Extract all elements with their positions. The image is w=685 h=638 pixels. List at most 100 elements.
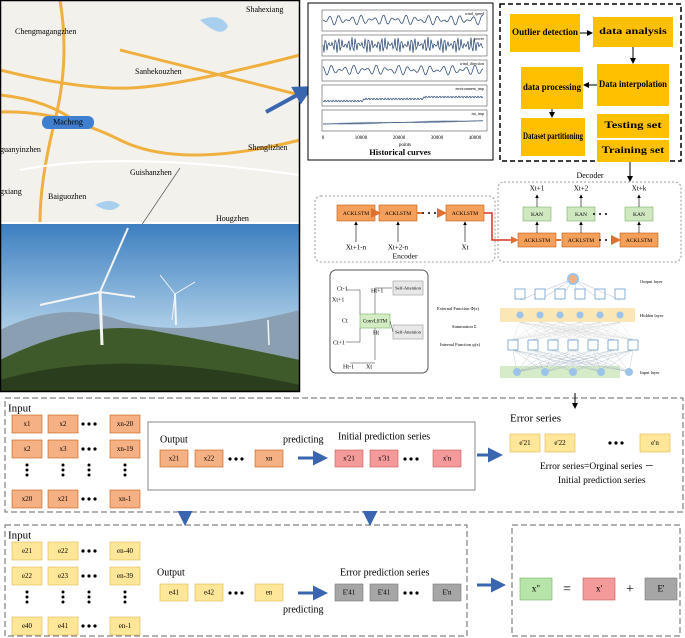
predicting-label: predicting bbox=[283, 434, 324, 445]
connector bbox=[512, 321, 621, 341]
x-tick-label: 40000 bbox=[469, 136, 482, 141]
eq-term-box bbox=[644, 577, 678, 601]
ellipsis-dot bbox=[87, 624, 91, 628]
connector bbox=[512, 349, 630, 373]
ellipsis-dot bbox=[614, 441, 618, 445]
curve-legend: power bbox=[474, 36, 485, 41]
encoder-input: Xt+2-n bbox=[388, 244, 409, 252]
layer-label: Output layer bbox=[640, 279, 663, 284]
ellipsis-dot bbox=[61, 590, 65, 594]
connector bbox=[552, 349, 630, 373]
node bbox=[541, 368, 549, 376]
ellipsis-dot bbox=[81, 447, 85, 451]
connector bbox=[519, 278, 574, 301]
flow-node bbox=[510, 14, 580, 52]
encoder-input: Xt bbox=[462, 244, 469, 252]
output-cell-box bbox=[254, 583, 284, 602]
input-cell: x20 bbox=[22, 495, 33, 503]
connector bbox=[512, 349, 602, 373]
ellipsis-dot bbox=[93, 624, 97, 628]
decoder-cell: ACKLSTM bbox=[626, 238, 652, 244]
connector bbox=[516, 349, 574, 373]
ellipsis-dot bbox=[428, 212, 430, 214]
connector bbox=[572, 321, 621, 341]
flow-node bbox=[597, 140, 669, 162]
attention-cell: Self-Attention bbox=[395, 330, 421, 335]
map-label: gxiang bbox=[0, 187, 22, 196]
function-box bbox=[567, 339, 579, 351]
ellipsis-dot bbox=[234, 591, 238, 595]
ellipsis-dot bbox=[123, 473, 127, 477]
ellipsis-dot bbox=[422, 212, 424, 214]
input-cell-box bbox=[47, 541, 79, 561]
input-cell: x1 bbox=[24, 420, 32, 428]
prediction-cell-box bbox=[432, 449, 462, 468]
ellipsis-dot bbox=[93, 447, 97, 451]
ellipsis-dot bbox=[25, 590, 29, 594]
map-label: Guishanzhen bbox=[130, 168, 172, 177]
ellipsis-dot bbox=[87, 497, 91, 501]
map-bg bbox=[0, 0, 300, 222]
cell-label: Ct+1 bbox=[333, 340, 345, 346]
function-label: External Function Φ(x) bbox=[437, 306, 480, 311]
connector bbox=[552, 349, 602, 373]
connector bbox=[600, 349, 634, 373]
map-label: Baiguozhen bbox=[48, 192, 86, 201]
curve-frame bbox=[321, 34, 488, 57]
curves-panel bbox=[307, 2, 494, 161]
input-cell-box bbox=[11, 616, 43, 636]
map-label: Hougzhen bbox=[216, 214, 249, 223]
function-box bbox=[514, 288, 526, 300]
input-cell-box bbox=[11, 566, 43, 586]
flow-box bbox=[499, 3, 682, 162]
ellipsis-dot bbox=[87, 447, 91, 451]
output-cell-box bbox=[159, 583, 189, 602]
ellipsis-dot bbox=[123, 590, 127, 594]
input-cell-box bbox=[109, 541, 141, 561]
cell-label: Ht-1 bbox=[343, 364, 354, 370]
connector bbox=[512, 321, 541, 341]
ellipsis-dot bbox=[61, 595, 65, 599]
prediction-cell: E'41 bbox=[378, 589, 391, 597]
input-cell: e22 bbox=[58, 547, 69, 555]
output-label: Output bbox=[157, 567, 185, 578]
context-link bbox=[484, 212, 519, 244]
ellipsis-dot bbox=[403, 457, 407, 461]
ellipsis-dot bbox=[240, 591, 244, 595]
connector bbox=[612, 349, 630, 373]
function-box bbox=[627, 339, 639, 351]
connector bbox=[544, 349, 634, 373]
decoder-output: Xt+k bbox=[632, 185, 647, 193]
flow-label: data processing bbox=[523, 83, 581, 93]
flow-label: Training set bbox=[602, 146, 665, 156]
output-cell-box bbox=[194, 449, 224, 468]
input-cell-box bbox=[11, 541, 43, 561]
node bbox=[513, 368, 521, 376]
error-cell-box bbox=[639, 433, 671, 453]
function-box bbox=[607, 339, 619, 351]
connector bbox=[512, 349, 574, 373]
connector bbox=[516, 349, 634, 373]
prediction-cell-box bbox=[369, 449, 399, 468]
connector bbox=[516, 349, 534, 373]
ellipsis-dot bbox=[87, 473, 91, 477]
flow-label: Testing set bbox=[604, 121, 662, 131]
connector bbox=[544, 349, 594, 373]
curve-frame bbox=[321, 9, 488, 32]
flow-label: Data interpolation bbox=[599, 80, 668, 90]
eq-term-box bbox=[519, 577, 553, 601]
connector bbox=[592, 349, 630, 373]
node bbox=[516, 311, 524, 319]
ellipsis-dot bbox=[240, 457, 244, 461]
prediction-cell-box bbox=[432, 583, 462, 602]
ellipsis-dot bbox=[599, 239, 601, 241]
prediction-cell: x'21 bbox=[343, 455, 355, 463]
encoder-input: Xt+1-n bbox=[346, 244, 367, 252]
curve-legend: environment_tmp bbox=[456, 86, 484, 91]
prediction-cell: x'31 bbox=[378, 455, 390, 463]
ellipsis-dot bbox=[87, 468, 91, 472]
node bbox=[556, 311, 564, 319]
curve bbox=[323, 120, 484, 125]
input-cell-box bbox=[109, 414, 141, 434]
